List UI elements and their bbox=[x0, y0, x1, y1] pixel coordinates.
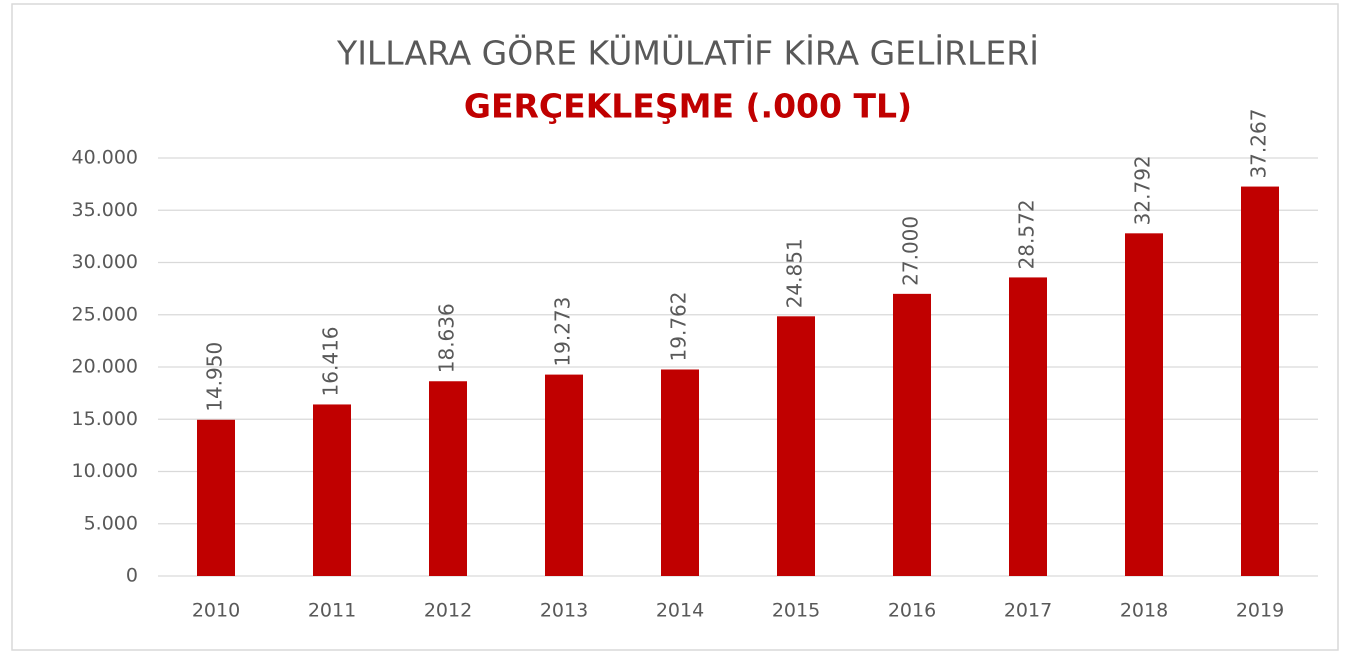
y-tick-label: 25.000 bbox=[72, 303, 138, 325]
bar bbox=[661, 369, 699, 576]
y-tick-label: 10.000 bbox=[72, 460, 138, 482]
value-label: 32.792 bbox=[1131, 155, 1155, 225]
x-tick-label: 2011 bbox=[308, 600, 356, 622]
y-tick-label: 0 bbox=[126, 565, 138, 587]
value-label: 27.000 bbox=[899, 216, 923, 286]
x-tick-label: 2014 bbox=[656, 600, 704, 622]
bar bbox=[1241, 186, 1279, 576]
x-tick-label: 2010 bbox=[192, 600, 240, 622]
y-tick-label: 40.000 bbox=[72, 147, 138, 169]
value-label: 19.273 bbox=[551, 297, 575, 367]
bar bbox=[429, 381, 467, 576]
y-tick-label: 30.000 bbox=[72, 251, 138, 273]
value-label: 28.572 bbox=[1015, 199, 1039, 269]
bar bbox=[893, 293, 931, 576]
x-tick-label: 2012 bbox=[424, 600, 472, 622]
value-label: 37.267 bbox=[1247, 109, 1271, 179]
y-tick-label: 20.000 bbox=[72, 356, 138, 378]
x-tick-label: 2018 bbox=[1120, 600, 1168, 622]
bar bbox=[1009, 277, 1047, 576]
value-label: 24.851 bbox=[783, 238, 807, 308]
chart-subtitle: GERÇEKLEŞME (.000 TL) bbox=[464, 87, 912, 126]
value-label: 16.416 bbox=[319, 326, 343, 396]
x-tick-label: 2016 bbox=[888, 600, 936, 622]
x-tick-label: 2019 bbox=[1236, 600, 1284, 622]
bar bbox=[777, 316, 815, 576]
value-label: 19.762 bbox=[667, 292, 691, 362]
x-tick-label: 2015 bbox=[772, 600, 820, 622]
value-label: 14.950 bbox=[203, 342, 227, 412]
chart-title: YILLARA GÖRE KÜMÜLATİF KİRA GELİRLERİ bbox=[336, 33, 1039, 73]
y-tick-label: 15.000 bbox=[72, 408, 138, 430]
x-tick-label: 2013 bbox=[540, 600, 588, 622]
bar bbox=[197, 419, 235, 576]
bar bbox=[313, 404, 351, 576]
value-label: 18.636 bbox=[435, 303, 459, 373]
x-tick-label: 2017 bbox=[1004, 600, 1052, 622]
bar bbox=[545, 374, 583, 576]
y-tick-label: 5.000 bbox=[84, 512, 138, 534]
bar bbox=[1125, 233, 1163, 576]
y-tick-label: 35.000 bbox=[72, 199, 138, 221]
